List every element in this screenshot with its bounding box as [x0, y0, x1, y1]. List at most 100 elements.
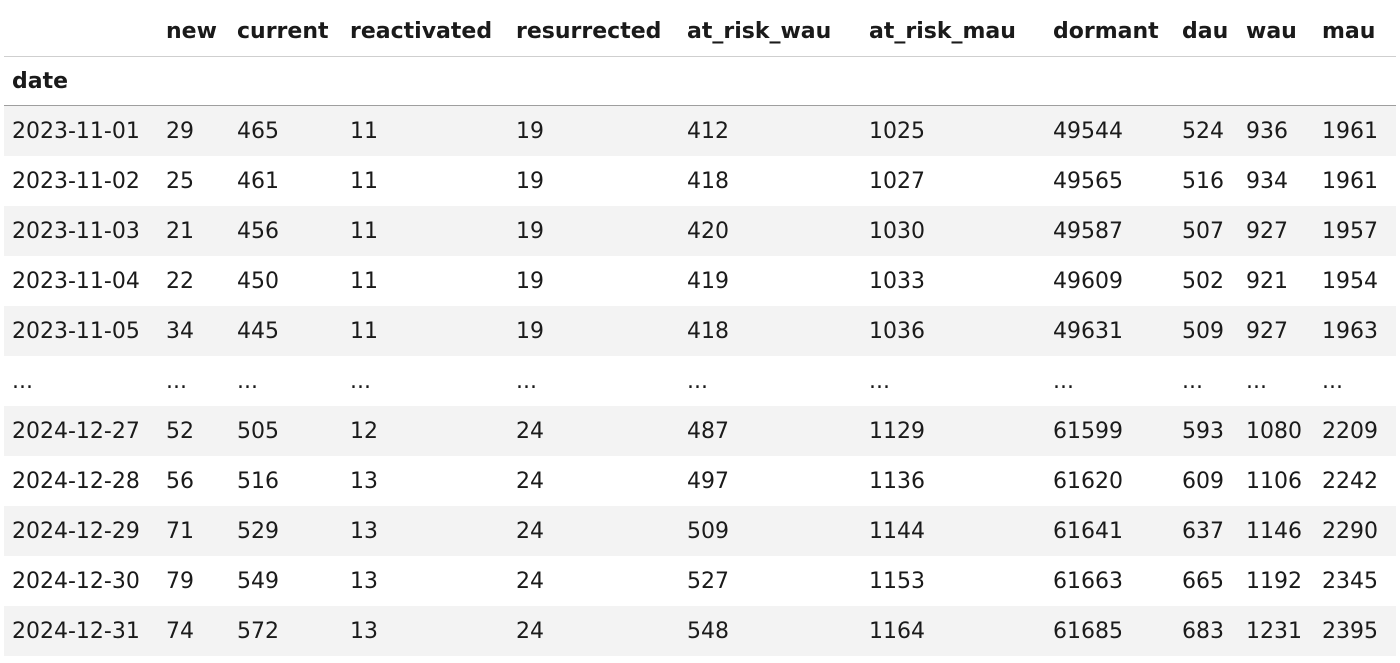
index-name-spacer: [1045, 57, 1174, 106]
table-cell: 11: [342, 306, 508, 356]
column-header: mau: [1322, 18, 1376, 44]
table-cell: 61663: [1045, 556, 1174, 606]
table-row: 2024-12-28 56 516 13 24 497 1136 61620 609 1106 22…: [4, 456, 1396, 506]
table-cell: 49631: [1045, 306, 1174, 356]
dataframe-container: new current reactivated resurrected at_r…: [4, 6, 1396, 656]
table-cell: 465: [229, 105, 342, 156]
index-name: date: [12, 68, 69, 94]
table-cell: 24: [508, 606, 679, 656]
table-cell: 19: [508, 306, 679, 356]
table-cell: 683: [1174, 606, 1238, 656]
table-cell: 1963: [1314, 306, 1396, 356]
table-cell: 56: [158, 456, 229, 506]
table-cell: 934: [1238, 156, 1314, 206]
column-header: dau: [1182, 18, 1229, 44]
table-cell: 1036: [861, 306, 1045, 356]
table-row: 2023-11-03 21 456 11 19 420 1030 49587 507 927 195…: [4, 206, 1396, 256]
table-cell: 509: [1174, 306, 1238, 356]
table-cell: ...: [1238, 356, 1314, 406]
table-cell: 637: [1174, 506, 1238, 556]
column-header-row: new current reactivated resurrected at_r…: [4, 6, 1396, 57]
table-cell: 25: [158, 156, 229, 206]
table-cell: 19: [508, 206, 679, 256]
table-cell: 548: [679, 606, 861, 656]
table-cell: 507: [1174, 206, 1238, 256]
table-cell: 61620: [1045, 456, 1174, 506]
table-cell: ...: [679, 356, 861, 406]
column-header: new: [166, 18, 217, 44]
table-cell: 24: [508, 456, 679, 506]
index-name-spacer: [1174, 57, 1238, 106]
table-cell: 456: [229, 206, 342, 256]
table-cell: 1144: [861, 506, 1045, 556]
column-header: resurrected: [516, 18, 662, 44]
table-cell: 1961: [1314, 156, 1396, 206]
row-index-cell: 2024-12-28: [4, 456, 158, 506]
table-cell: 1129: [861, 406, 1045, 456]
table-cell: ...: [1314, 356, 1396, 406]
table-cell: ...: [1045, 356, 1174, 406]
column-header: reactivated: [350, 18, 493, 44]
table-cell: 29: [158, 105, 229, 156]
table-cell: 487: [679, 406, 861, 456]
index-name-row: date: [4, 57, 1396, 106]
table-cell: 11: [342, 156, 508, 206]
table-row: 2024-12-31 74 572 13 24 548 1164 61685 683 1231 23…: [4, 606, 1396, 656]
table-cell: 1025: [861, 105, 1045, 156]
dataframe-table: new current reactivated resurrected at_r…: [4, 6, 1396, 656]
table-cell: 1027: [861, 156, 1045, 206]
index-name-spacer: [508, 57, 679, 106]
row-index-cell: ...: [4, 356, 158, 406]
table-cell: 13: [342, 456, 508, 506]
row-index-cell: 2023-11-03: [4, 206, 158, 256]
column-header: at_risk_wau: [687, 18, 832, 44]
table-cell: 497: [679, 456, 861, 506]
table-cell: 418: [679, 156, 861, 206]
table-cell: ...: [861, 356, 1045, 406]
table-cell: 11: [342, 105, 508, 156]
table-cell: 461: [229, 156, 342, 206]
table-cell: 13: [342, 556, 508, 606]
table-cell: 22: [158, 256, 229, 306]
table-cell: 49565: [1045, 156, 1174, 206]
table-row: 2023-11-05 34 445 11 19 418 1036 49631 509 927 196…: [4, 306, 1396, 356]
table-cell: 61599: [1045, 406, 1174, 456]
table-cell: 1164: [861, 606, 1045, 656]
table-cell: 79: [158, 556, 229, 606]
table-cell: 1033: [861, 256, 1045, 306]
table-cell: 572: [229, 606, 342, 656]
table-cell: 52: [158, 406, 229, 456]
column-header: current: [237, 18, 329, 44]
table-cell: 502: [1174, 256, 1238, 306]
table-cell: 927: [1238, 306, 1314, 356]
index-name-spacer: [158, 57, 229, 106]
table-cell: 529: [229, 506, 342, 556]
table-cell: 1030: [861, 206, 1045, 256]
table-cell: 420: [679, 206, 861, 256]
index-name-spacer: [342, 57, 508, 106]
table-row: .................................: [4, 356, 1396, 406]
row-index-cell: 2024-12-31: [4, 606, 158, 656]
table-cell: 418: [679, 306, 861, 356]
row-index-cell: 2024-12-29: [4, 506, 158, 556]
table-cell: 2242: [1314, 456, 1396, 506]
table-cell: 1080: [1238, 406, 1314, 456]
table-cell: 665: [1174, 556, 1238, 606]
table-cell: 921: [1238, 256, 1314, 306]
table-cell: 549: [229, 556, 342, 606]
table-row: 2023-11-04 22 450 11 19 419 1033 49609 502 921 195…: [4, 256, 1396, 306]
table-body: 2023-11-01 29 465 11 19 412 1025 49544 524 936 196…: [4, 105, 1396, 656]
table-cell: 13: [342, 506, 508, 556]
table-cell: 74: [158, 606, 229, 656]
table-cell: 61641: [1045, 506, 1174, 556]
table-row: 2023-11-02 25 461 11 19 418 1027 49565 516 934 196…: [4, 156, 1396, 206]
table-cell: 1146: [1238, 506, 1314, 556]
table-cell: 450: [229, 256, 342, 306]
row-index-cell: 2024-12-30: [4, 556, 158, 606]
table-cell: 24: [508, 406, 679, 456]
column-header-index: [4, 6, 158, 57]
table-cell: 1136: [861, 456, 1045, 506]
table-cell: 61685: [1045, 606, 1174, 656]
index-name-spacer: [861, 57, 1045, 106]
table-cell: 593: [1174, 406, 1238, 456]
